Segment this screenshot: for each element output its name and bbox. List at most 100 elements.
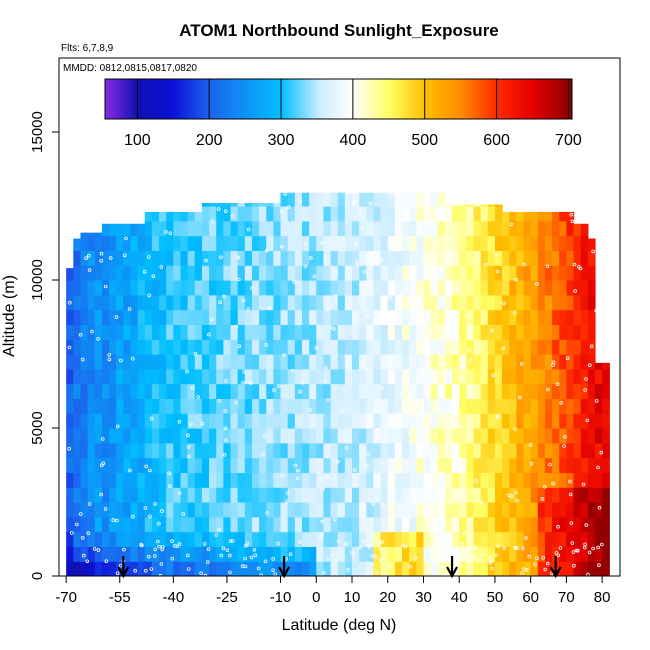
heatmap-cell bbox=[159, 368, 167, 385]
heatmap-cell bbox=[116, 457, 124, 473]
heatmap-cell bbox=[423, 265, 432, 281]
heatmap-cell bbox=[416, 294, 425, 311]
heatmap-cell bbox=[209, 413, 217, 429]
heatmap-cell bbox=[459, 561, 467, 576]
sample-point bbox=[153, 547, 158, 552]
sample-point bbox=[444, 442, 449, 447]
heatmap-cell bbox=[123, 223, 132, 237]
heatmap-cell bbox=[159, 398, 167, 414]
heatmap-cell bbox=[537, 368, 546, 385]
heatmap-cell bbox=[359, 502, 367, 518]
sample-point bbox=[472, 555, 477, 559]
heatmap-cell bbox=[109, 428, 117, 444]
heatmap-cell bbox=[230, 354, 239, 370]
heatmap-cell bbox=[101, 324, 110, 340]
heatmap-cell bbox=[466, 383, 475, 399]
heatmap-cell bbox=[144, 383, 153, 399]
sample-point bbox=[187, 454, 191, 459]
sample-point bbox=[271, 568, 275, 573]
heatmap-cell bbox=[194, 398, 203, 414]
sample-point bbox=[411, 202, 416, 207]
heatmap-cell bbox=[459, 398, 467, 414]
heatmap-cell bbox=[180, 339, 189, 355]
heatmap-cell bbox=[402, 339, 410, 355]
heatmap-cell bbox=[359, 413, 367, 429]
heatmap-cell bbox=[130, 502, 139, 518]
heatmap-cell bbox=[502, 368, 510, 385]
sample-point bbox=[240, 564, 245, 568]
sample-point bbox=[368, 201, 373, 206]
heatmap-cell bbox=[502, 235, 510, 251]
heatmap-cell bbox=[259, 502, 267, 518]
heatmap-cell bbox=[66, 516, 74, 533]
heatmap-cell bbox=[359, 309, 367, 325]
sample-point bbox=[591, 249, 595, 254]
heatmap-cell bbox=[287, 250, 296, 266]
heatmap-cell bbox=[559, 220, 567, 237]
colorbar-tick-label: 400 bbox=[340, 132, 367, 149]
heatmap-cell bbox=[566, 265, 575, 281]
colorbar-segment bbox=[169, 79, 174, 119]
heatmap-cell bbox=[130, 546, 139, 562]
sample-point bbox=[319, 535, 323, 540]
heatmap-cell bbox=[573, 398, 582, 414]
heatmap-cell bbox=[123, 546, 132, 562]
sample-point bbox=[435, 560, 440, 565]
heatmap-cell bbox=[187, 250, 196, 266]
heatmap-cell bbox=[137, 294, 146, 311]
heatmap-cell bbox=[566, 354, 575, 370]
heatmap-cell bbox=[94, 235, 103, 251]
heatmap-cell bbox=[166, 516, 174, 533]
sample-point bbox=[444, 573, 448, 576]
heatmap-cell bbox=[459, 457, 467, 473]
sample-point bbox=[177, 419, 182, 424]
colorbar-segment bbox=[137, 79, 142, 119]
heatmap-cell bbox=[473, 428, 482, 444]
heatmap-cell bbox=[444, 235, 453, 251]
heatmap-cell bbox=[594, 457, 603, 473]
sample-point bbox=[81, 535, 85, 540]
sample-point bbox=[261, 452, 265, 457]
heatmap-cell bbox=[537, 354, 546, 370]
heatmap-cell bbox=[251, 354, 260, 370]
heatmap-cell bbox=[273, 206, 282, 222]
heatmap-cell bbox=[373, 502, 382, 518]
sample-point bbox=[585, 418, 590, 423]
sample-point bbox=[341, 387, 346, 392]
heatmap-cell bbox=[552, 280, 560, 296]
colorbar-segment bbox=[378, 79, 383, 119]
heatmap-cell bbox=[201, 487, 210, 503]
heatmap-cell bbox=[309, 487, 317, 503]
heatmap-cell bbox=[409, 413, 417, 429]
heatmap-cell bbox=[137, 309, 146, 325]
sample-point bbox=[383, 425, 388, 429]
heatmap-cell bbox=[402, 235, 410, 251]
heatmap-cell bbox=[87, 354, 96, 370]
heatmap-cell bbox=[487, 339, 496, 355]
x-tick-label: -70 bbox=[55, 589, 77, 606]
heatmap-cell bbox=[116, 487, 124, 503]
heatmap-cell bbox=[316, 428, 325, 444]
heatmap-cell bbox=[423, 280, 432, 296]
heatmap-cell bbox=[80, 294, 89, 311]
heatmap-cell bbox=[373, 220, 382, 237]
heatmap-cell bbox=[123, 457, 132, 473]
sample-point bbox=[554, 551, 559, 555]
sample-point bbox=[80, 357, 85, 362]
heatmap-cell bbox=[73, 354, 82, 370]
heatmap-cell bbox=[237, 280, 246, 296]
heatmap-cell bbox=[494, 457, 503, 473]
heatmap-cell bbox=[209, 309, 217, 325]
sample-point bbox=[363, 308, 368, 313]
heatmap-cell bbox=[494, 442, 503, 459]
sample-point bbox=[365, 464, 370, 469]
heatmap-cell bbox=[459, 309, 467, 325]
heatmap-cell bbox=[273, 203, 282, 207]
heatmap-cell bbox=[101, 516, 110, 533]
heatmap-cell bbox=[344, 220, 353, 237]
heatmap-cell bbox=[459, 531, 467, 547]
heatmap-cell bbox=[552, 472, 560, 488]
heatmap-cell bbox=[580, 309, 589, 325]
